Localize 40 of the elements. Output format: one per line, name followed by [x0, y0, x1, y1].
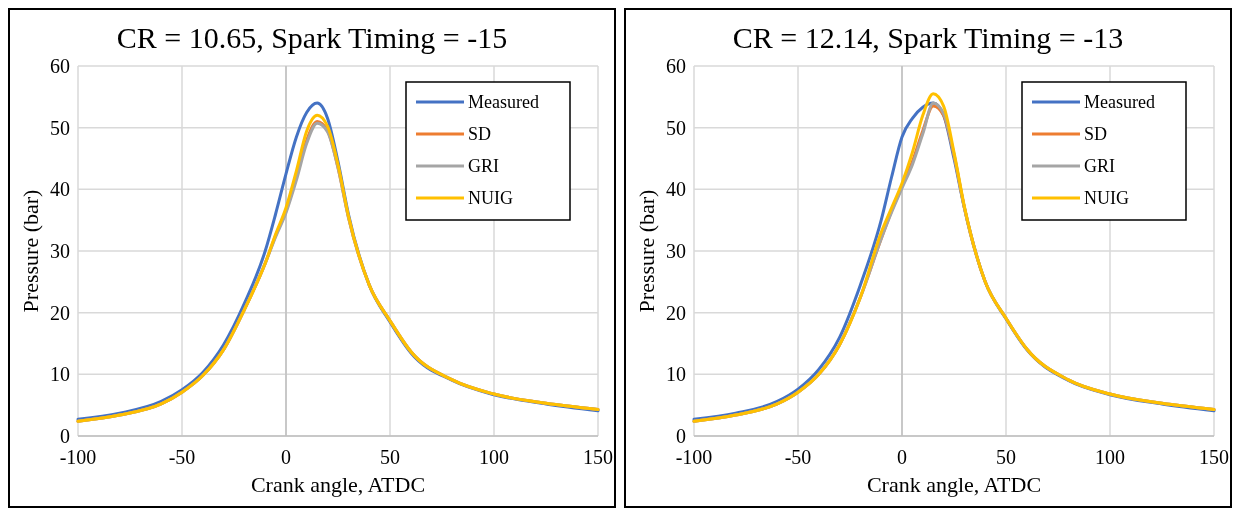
- x-tick-label: 150: [583, 446, 613, 468]
- x-tick-label: 100: [1095, 446, 1125, 468]
- y-tick-label: 20: [666, 301, 686, 324]
- x-tick-label: -100: [59, 446, 97, 468]
- y-tick-label: 0: [676, 425, 686, 447]
- y-tick-label: 20: [50, 301, 70, 324]
- y-tick-label: 60: [666, 55, 686, 77]
- x-tick-label: 50: [380, 446, 400, 468]
- legend-label: Measured: [468, 92, 539, 113]
- y-tick-label: 0: [60, 425, 70, 447]
- y-tick-label: 10: [666, 363, 686, 386]
- y-tick-label: 10: [50, 363, 70, 386]
- y-axis-title: Pressure (bar): [634, 189, 659, 313]
- y-tick-label: 50: [50, 116, 70, 139]
- y-tick-label: 60: [50, 55, 70, 77]
- legend-label: SD: [468, 124, 492, 145]
- y-tick-label: 40: [666, 178, 686, 201]
- x-tick-label: 0: [897, 446, 907, 468]
- x-tick-label: -100: [675, 446, 713, 468]
- legend-label: GRI: [468, 156, 499, 177]
- chart-title: CR = 12.14, Spark Timing = -13: [732, 21, 1124, 54]
- y-axis-title: Pressure (bar): [18, 189, 43, 313]
- x-tick-label: 100: [479, 446, 509, 468]
- legend-label: SD: [1084, 124, 1108, 145]
- x-axis-title: Crank angle, ATDC: [250, 472, 426, 497]
- x-tick-label: 0: [281, 446, 291, 468]
- y-tick-label: 30: [666, 240, 686, 262]
- legend-label: NUIG: [1084, 188, 1129, 209]
- y-tick-label: 40: [50, 178, 70, 201]
- x-tick-label: -50: [784, 446, 812, 468]
- chart-title: CR = 10.65, Spark Timing = -15: [116, 21, 508, 54]
- x-axis-title: Crank angle, ATDC: [866, 472, 1042, 497]
- x-tick-label: -50: [168, 446, 196, 468]
- legend-label: GRI: [1084, 156, 1115, 177]
- x-tick-label: 50: [996, 446, 1016, 468]
- x-tick-label: 150: [1199, 446, 1229, 468]
- y-tick-label: 50: [666, 116, 686, 139]
- legend-label: NUIG: [468, 188, 513, 209]
- legend-label: Measured: [1084, 92, 1155, 113]
- y-tick-label: 30: [50, 240, 70, 262]
